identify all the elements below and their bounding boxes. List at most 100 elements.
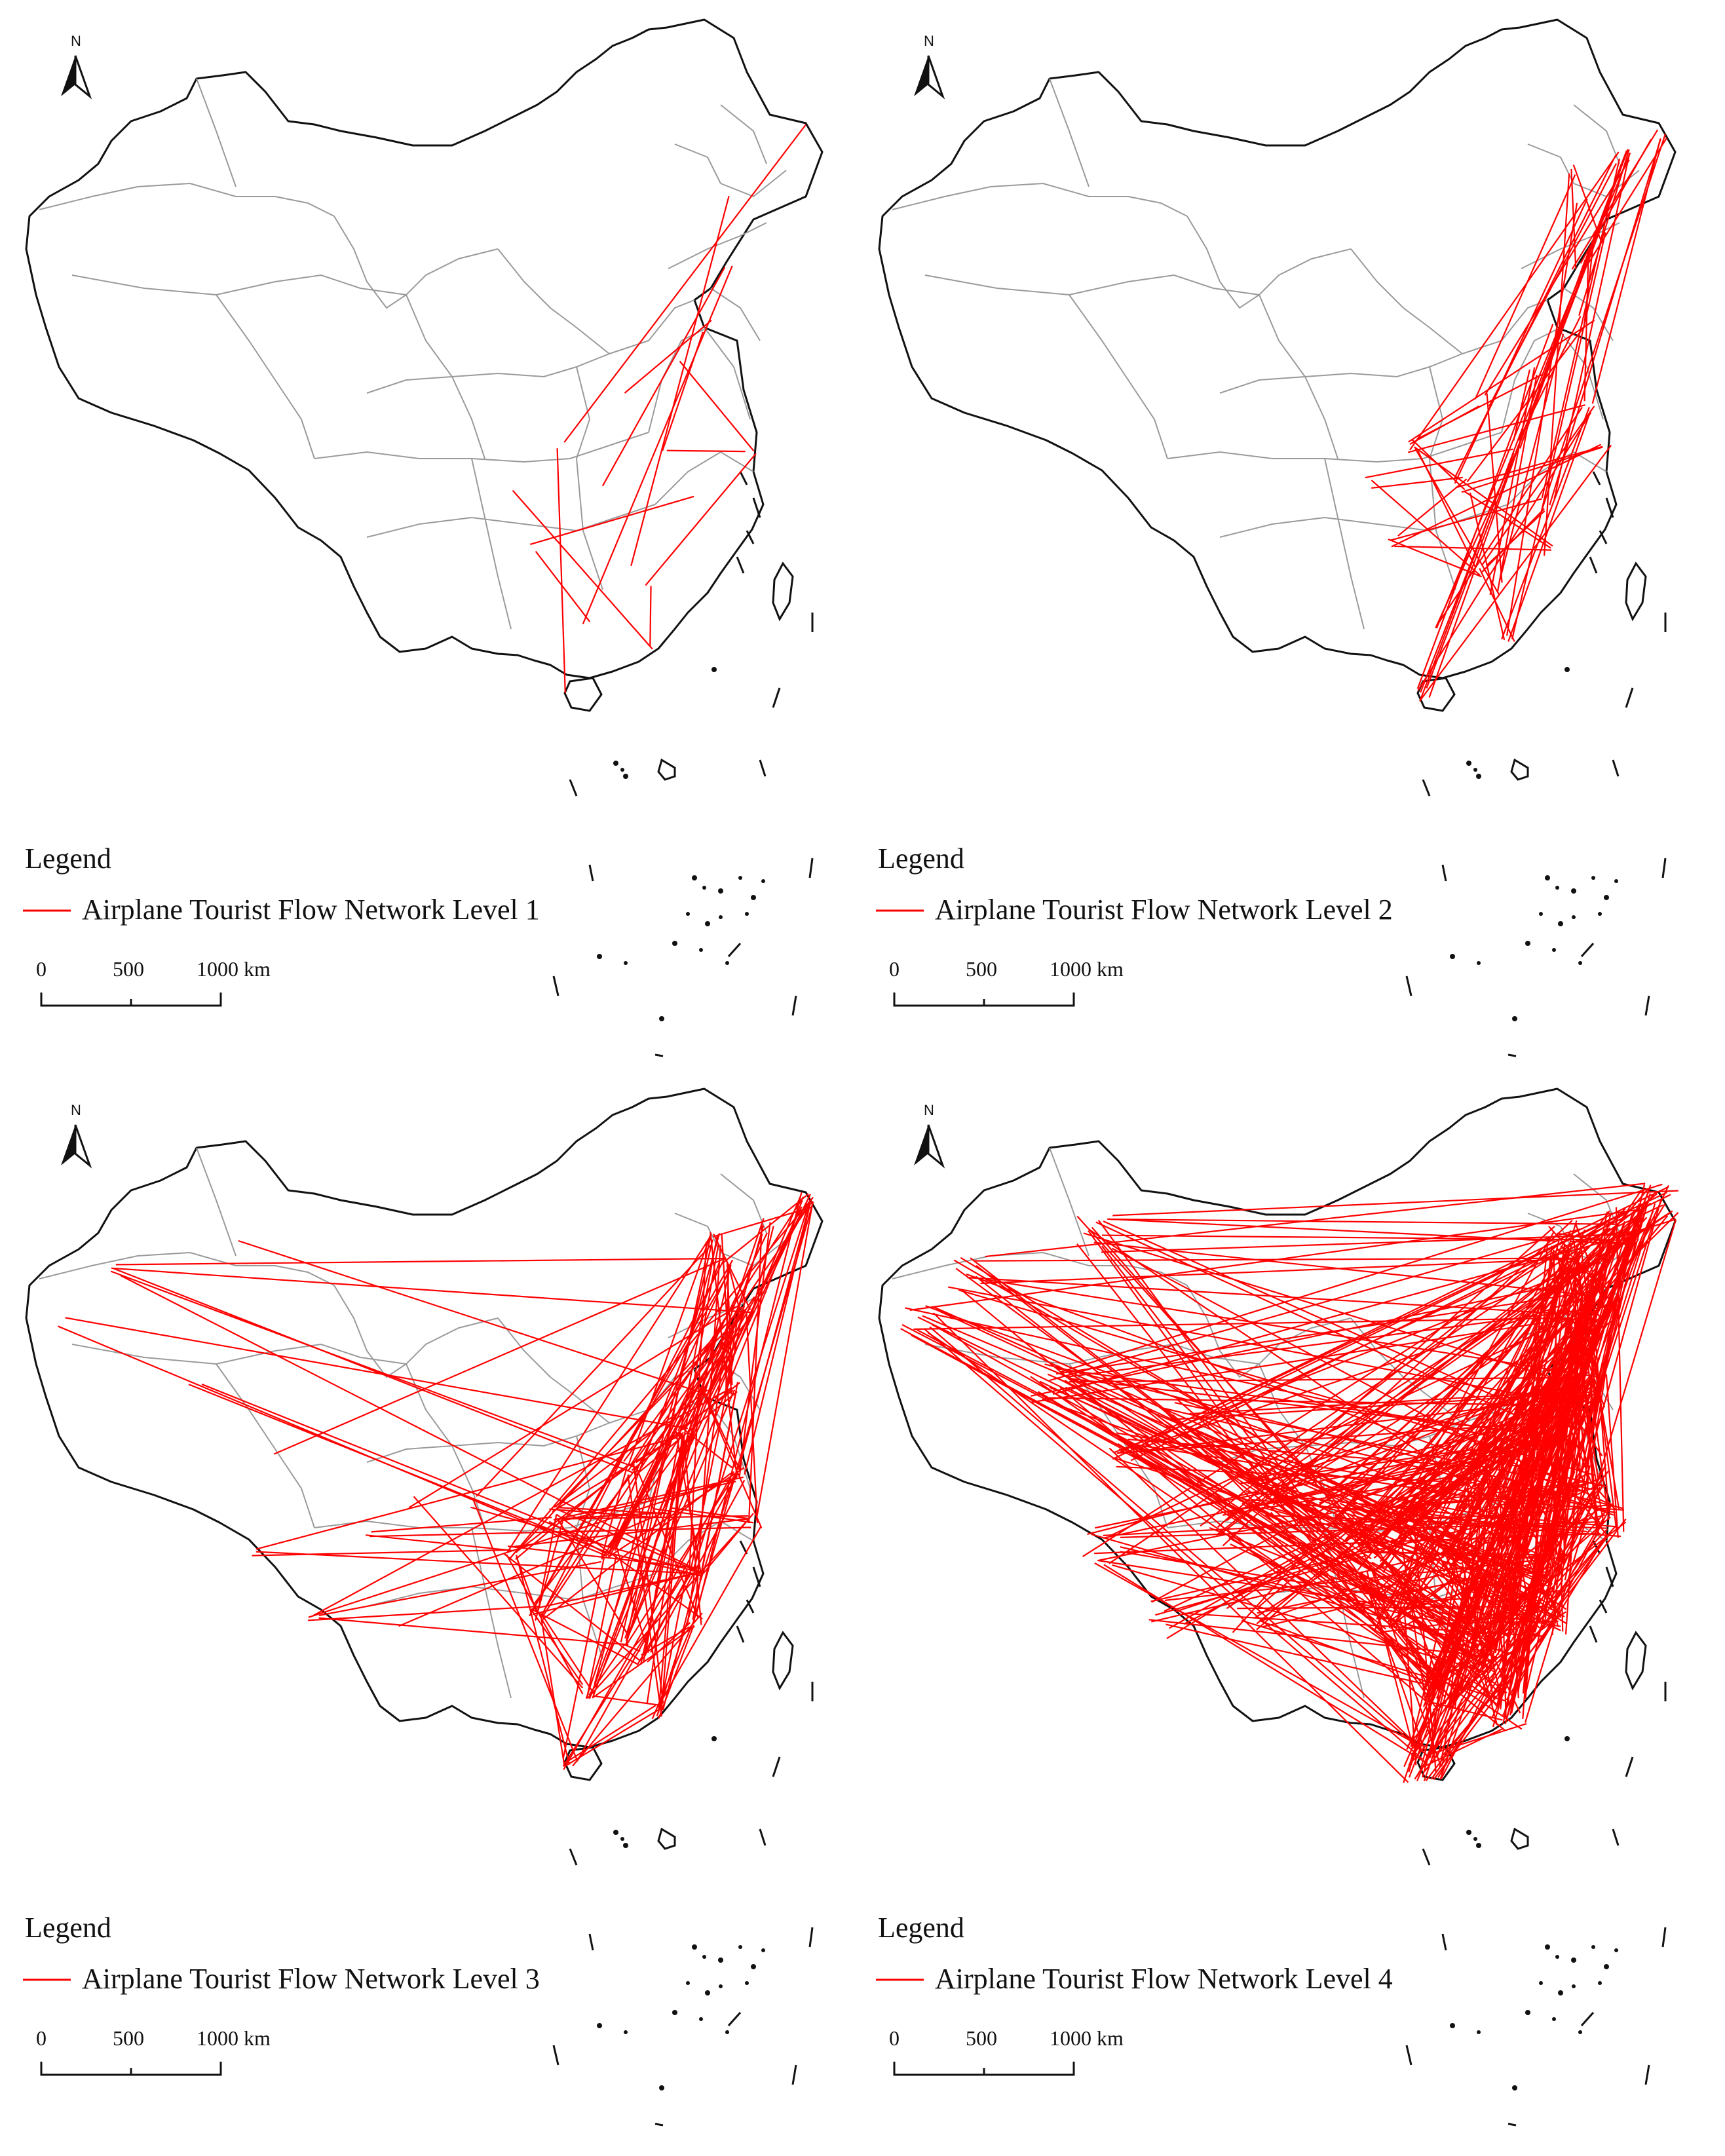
flow-line [1568,1207,1635,1251]
flow-lines [58,1192,814,1770]
flow-line [909,1207,1647,1312]
flow-line [933,1312,1409,1783]
flow-line [1431,1608,1540,1692]
flow-line [1447,1636,1472,1699]
flow-line [679,360,755,452]
flow-line [1486,393,1503,583]
flow-line [1571,129,1659,270]
flow-line [1082,1218,1614,1557]
flow-line [922,1315,1410,1522]
scale-label-500: 500 [113,2026,144,2050]
flow-line [1453,155,1616,480]
flow-line [1529,1538,1606,1633]
flow-line [955,1268,1362,1566]
flow-line [502,1552,641,1661]
flow-line [588,1643,626,1696]
flow-line [622,1643,641,1652]
flow-line [657,1194,811,1513]
scale-label-0: 0 [889,2026,900,2050]
flow-line [120,1275,701,1573]
flow-line [1391,1565,1545,1595]
flow-line [548,1521,610,1557]
flow-line [626,1234,712,1642]
flow-line [535,550,590,622]
scale-label-1000: 1000 km [197,957,271,981]
flow-line [626,1474,736,1644]
flow-line [924,1328,1423,1760]
flow-line [1264,1312,1568,1506]
flow-line [1432,1702,1503,1721]
flow-line [65,1317,689,1429]
flow-line [1503,1501,1519,1699]
flow-line [1117,1443,1478,1659]
flow-line [901,1324,1358,1562]
flow-line [540,1613,596,1695]
flow-line [540,1614,565,1767]
flow-line [1271,1488,1374,1538]
flow-line [1388,1545,1462,1629]
flow-line [1585,1198,1662,1471]
flow-line [1488,1219,1652,1651]
flow-line [1049,1228,1581,1382]
flow-line [1448,1313,1591,1570]
flow-line [1548,1226,1574,1255]
north-arrow-icon: N [60,1102,91,1167]
flow-line [1534,1392,1543,1573]
flow-line [115,1257,725,1266]
flow-line [725,1301,742,1387]
flow-line [1251,1498,1587,1533]
flow-line [1187,1429,1550,1587]
flow-line [1044,1397,1542,1406]
flow-line [743,1200,813,1302]
flow-line [563,124,806,443]
flow-line [1420,1566,1477,1769]
flow-line [1570,1240,1615,1244]
flow-line [620,1239,713,1643]
flow-lines [1365,129,1667,702]
flow-line [252,1549,508,1557]
flow-line [748,1223,763,1524]
flow-line [658,1433,683,1713]
flow-line [555,1324,733,1507]
flow-line [1416,1220,1578,1750]
flow-line [1112,1190,1678,1217]
flow-line [645,453,757,586]
flow-line [607,1325,721,1555]
map-panel-level-1: N Legend Airplane Tourist Flow Network L… [23,18,824,1057]
flow-line [585,1432,675,1699]
flow-line [554,1389,708,1508]
flow-line [1409,405,1480,445]
flow-line [1344,1254,1592,1541]
flow-line [1583,1230,1641,1238]
flow-line [1339,1519,1463,1544]
flow-line [1101,1234,1615,1253]
flow-line [1262,1556,1445,1621]
flow-line [641,1626,691,1656]
flow-line [1435,447,1519,628]
flow-line [530,495,694,545]
flow-line [1549,138,1661,506]
flow-line [1119,1186,1669,1454]
flow-line [650,1479,746,1653]
flow-line [1485,1467,1519,1521]
flow-line [1357,1192,1656,1571]
map-panel-level-4: N Legend Airplane Tourist Flow Network L… [876,1087,1679,2127]
flow-line [1228,1448,1538,1513]
flow-line [1437,1625,1531,1779]
flow-line [703,1393,763,1529]
flow-line [1568,1314,1578,1387]
scale-label-0: 0 [36,2026,47,2050]
flow-line [408,1304,740,1509]
flow-line [556,1508,702,1574]
flow-line [1397,1314,1604,1514]
scale-label-0: 0 [36,957,47,981]
flow-line [958,1289,1596,1476]
flow-line [1112,1564,1483,1672]
flow-line [1505,1239,1549,1659]
flow-line [623,1324,725,1462]
flow-line [1570,168,1577,269]
flow-line [1064,1380,1496,1674]
flow-line [683,1434,702,1625]
flow-line [1431,1516,1611,1674]
flow-line [1114,1263,1591,1454]
